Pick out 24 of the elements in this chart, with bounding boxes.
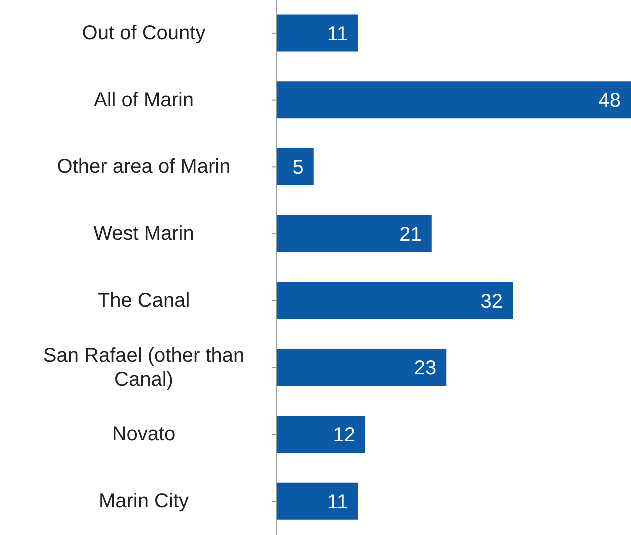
bar: [277, 349, 447, 386]
y-tick-label: All of Marin: [94, 89, 194, 112]
bar: [277, 82, 631, 119]
y-tick-label: Out of County: [82, 22, 206, 44]
y-tick-label: Marin City: [98, 490, 190, 513]
data-label: 5: [292, 157, 304, 180]
data-label: 12: [333, 424, 356, 447]
data-label: 11: [327, 23, 348, 46]
bar: [277, 148, 314, 186]
bar: [277, 215, 432, 252]
y-tick-label: San Rafael (other than Canal): [43, 344, 245, 391]
bar: [277, 482, 358, 520]
bar: [277, 14, 358, 52]
y-tick-label: West Marin: [94, 223, 194, 246]
data-label: 48: [598, 90, 621, 112]
data-label: 11: [327, 491, 348, 514]
y-tick-label: Novato: [112, 424, 176, 446]
data-label: 32: [480, 290, 503, 313]
bar: [277, 282, 513, 320]
bar: [277, 416, 366, 453]
data-label: 23: [414, 358, 437, 380]
y-tick-label: The Canal: [98, 290, 190, 312]
data-label: 21: [400, 224, 422, 246]
y-tick-label: Other area of Marin: [57, 156, 231, 178]
